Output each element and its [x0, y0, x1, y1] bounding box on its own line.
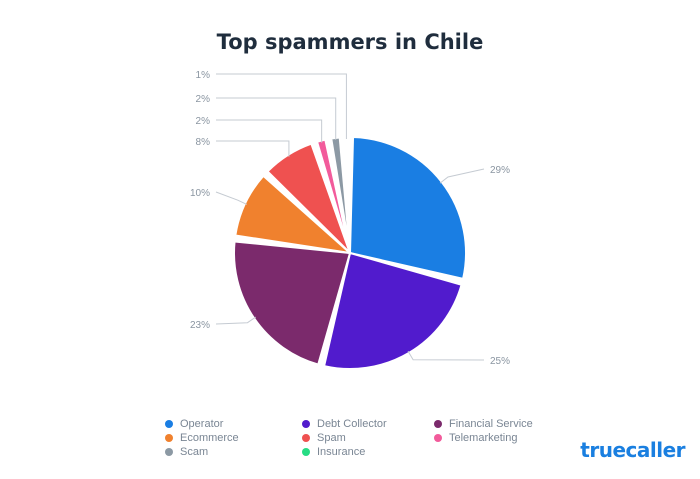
data-label-spam: 8% — [196, 137, 211, 148]
legend-item-operator: Operator — [165, 418, 223, 430]
legend-item-spam: Spam — [302, 432, 346, 444]
leader-line-financial-service — [215, 316, 256, 325]
legend-item-ecommerce: Ecommerce — [165, 432, 239, 444]
leader-line-scam — [216, 97, 337, 140]
data-label-scam: 2% — [196, 94, 211, 105]
legend-marker — [302, 448, 310, 456]
legend-label: Financial Service — [449, 418, 533, 430]
leader-line-debt-collector — [407, 350, 485, 361]
legend-label: Ecommerce — [180, 432, 239, 444]
legend-marker — [434, 434, 442, 442]
legend-label: Operator — [180, 418, 224, 430]
truecaller-logo: truecaller — [580, 438, 685, 462]
legend-label: Scam — [180, 446, 209, 458]
chart-title: Top spammers in Chile — [216, 30, 484, 54]
leader-line-telemarketing — [216, 119, 323, 143]
leader-line-ecommerce — [215, 191, 248, 205]
legend-label: Spam — [317, 432, 346, 444]
legend-item-financial-service: Financial Service — [434, 418, 533, 430]
legend-label: Telemarketing — [449, 432, 518, 444]
leader-line-spam — [216, 140, 290, 157]
legend-item-insurance: Insurance — [302, 446, 365, 458]
leader-line-insurance — [216, 73, 347, 140]
legend-item-telemarketing: Telemarketing — [434, 432, 517, 444]
legend-marker — [165, 420, 173, 428]
legend-item-scam: Scam — [165, 446, 208, 458]
legend-marker — [165, 448, 173, 456]
legend-marker — [302, 420, 310, 428]
legend-item-debt-collector: Debt Collector — [302, 418, 387, 430]
legend-label: Insurance — [317, 446, 366, 458]
legend-marker — [165, 434, 173, 442]
data-label-insurance: 1% — [196, 70, 211, 81]
data-label-debt-collector: 25% — [490, 356, 510, 367]
legend-marker — [434, 420, 442, 428]
leader-line-operator — [439, 168, 485, 184]
legend-label: Debt Collector — [317, 418, 387, 430]
data-label-financial-service: 23% — [190, 320, 210, 331]
data-label-ecommerce: 10% — [190, 188, 210, 199]
legend-marker — [302, 434, 310, 442]
data-label-telemarketing: 2% — [196, 116, 211, 127]
data-label-operator: 29% — [490, 165, 510, 176]
pie-slice-spam — [266, 142, 351, 254]
